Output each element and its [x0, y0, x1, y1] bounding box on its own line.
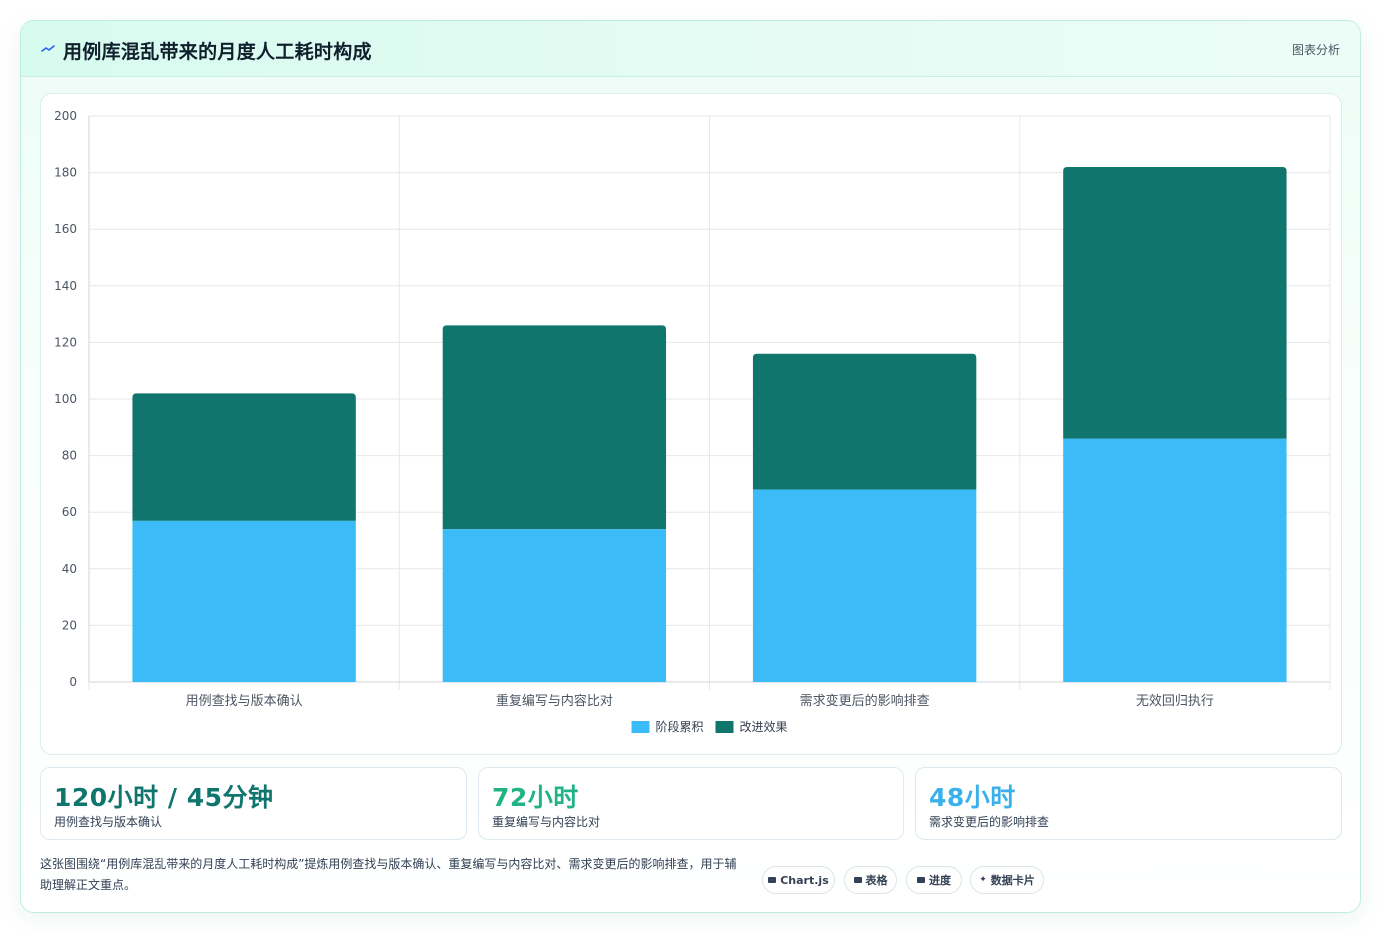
stat-card-1: 120小时 / 45分钟 用例查找与版本确认: [40, 767, 467, 840]
stat-label: 重复编写与内容比对: [492, 815, 601, 829]
page-title: 用例库混乱带来的月度人工耗时构成: [63, 41, 372, 63]
chart-icon: [768, 877, 777, 883]
legend-swatch: [631, 721, 650, 733]
legend-label: 阶段累积: [656, 719, 704, 734]
stat-value: 120小时 / 45分钟: [54, 783, 274, 812]
chip-progress[interactable]: 进度: [906, 866, 962, 894]
x-tick-label: 无效回归执行: [1136, 694, 1214, 709]
stat-value: 48小时: [929, 783, 1016, 812]
chip-label: 进度: [929, 874, 951, 887]
chart-panel: 0 20 40 60 80 100 120 140 160 180 200 用例查找与版本确认 重复编写…: [40, 93, 1342, 755]
y-tick-label: 20: [62, 618, 77, 632]
chip-label: Chart.js: [780, 873, 829, 887]
sparkle-icon: ✦: [979, 875, 987, 885]
legend-swatch: [715, 721, 734, 733]
stat-value: 72小时: [492, 783, 579, 812]
stat-card-3: 48小时 需求变更后的影响排查: [915, 767, 1342, 840]
bar-segment: [132, 520, 356, 682]
y-tick-label: 80: [62, 449, 77, 463]
bar-segment: [752, 489, 977, 682]
chip-table[interactable]: 表格: [844, 866, 897, 894]
chip-data-cards[interactable]: ✦ 数据卡片: [970, 866, 1044, 894]
bar-segment: [132, 393, 356, 521]
progress-icon: [917, 877, 925, 883]
bar-segment: [752, 353, 977, 490]
trend-icon: [41, 45, 55, 52]
stat-label: 用例查找与版本确认: [54, 815, 163, 829]
chart-analysis-tag: 图表分析: [1291, 43, 1340, 57]
y-tick-label: 160: [54, 222, 77, 236]
y-tick-label: 40: [62, 562, 77, 576]
y-tick-label: 180: [54, 166, 77, 180]
chip-chartjs[interactable]: Chart.js: [762, 866, 835, 894]
stat-label: 需求变更后的影响排查: [929, 815, 1050, 829]
bar-segment: [1063, 438, 1287, 682]
y-tick-label: 60: [62, 505, 77, 519]
y-tick-label: 120: [54, 335, 77, 349]
x-tick-label: 重复编写与内容比对: [496, 693, 613, 709]
legend-label: 改进效果: [740, 719, 788, 734]
table-icon: [853, 877, 862, 883]
chip-label: 表格: [865, 874, 888, 887]
chart-card: 用例库混乱带来的月度人工耗时构成 图表分析 0 20 40 60 80 100 120 140…: [20, 20, 1361, 913]
bar-segment: [442, 325, 667, 530]
y-tick-label: 140: [54, 279, 77, 293]
chip-label: 数据卡片: [990, 874, 1035, 887]
x-tick-label: 需求变更后的影响排查: [800, 693, 930, 709]
bar-segment: [442, 529, 667, 682]
chart-description: 这张图围绕“用例库混乱带来的月度人工耗时构成”提炼用例查找与版本确认、重复编写与…: [40, 857, 737, 892]
y-tick-label: 100: [54, 392, 77, 406]
stacked-bar-chart: 0 20 40 60 80 100 120 140 160 180 200 用例查找与版本确认 重复编写…: [54, 109, 1331, 734]
card-header: 用例库混乱带来的月度人工耗时构成 图表分析: [21, 21, 1360, 77]
x-tick-label: 用例查找与版本确认: [186, 694, 303, 709]
y-tick-label: 200: [54, 109, 77, 123]
bar-segment: [1063, 166, 1287, 439]
stat-card-2: 72小时 重复编写与内容比对: [478, 767, 904, 840]
y-tick-label: 0: [69, 675, 77, 689]
